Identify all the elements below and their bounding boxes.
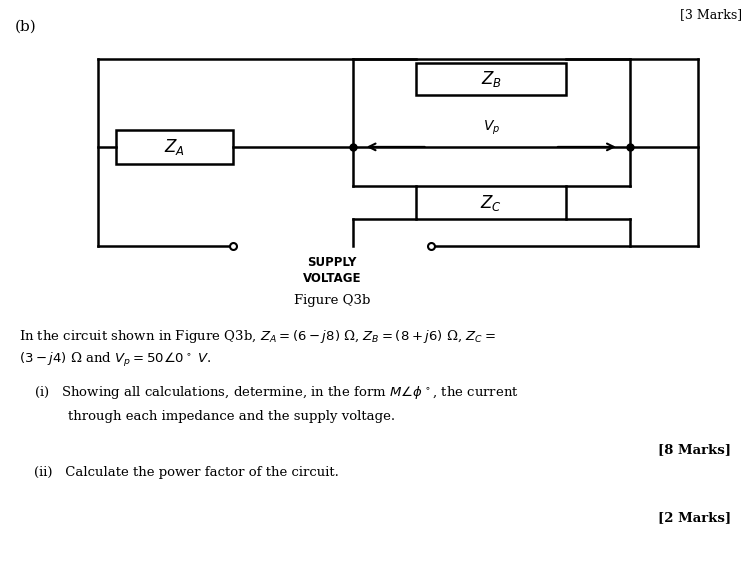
Text: In the circuit shown in Figure Q3b, $Z_A = (6 - j8)$ Ω, $Z_B = (8 + j6)$ Ω, $Z_C: In the circuit shown in Figure Q3b, $Z_A… xyxy=(19,328,496,368)
Text: [3 Marks]: [3 Marks] xyxy=(680,8,742,21)
Text: (ii)   Calculate the power factor of the circuit.: (ii) Calculate the power factor of the c… xyxy=(34,466,339,479)
Bar xyxy=(416,186,566,219)
Bar xyxy=(416,63,566,95)
Bar xyxy=(116,130,232,164)
Text: through each impedance and the supply voltage.: through each impedance and the supply vo… xyxy=(34,410,395,423)
Text: (i)   Showing all calculations, determine, in the form $M\angle\phi^\circ$, the : (i) Showing all calculations, determine,… xyxy=(34,384,518,401)
Text: [8 Marks]: [8 Marks] xyxy=(658,444,731,457)
Text: (b): (b) xyxy=(15,20,37,34)
Text: [2 Marks]: [2 Marks] xyxy=(658,511,731,524)
Text: $Z_A$: $Z_A$ xyxy=(164,137,184,157)
Text: Figure Q3b: Figure Q3b xyxy=(294,294,370,307)
Text: $Z_B$: $Z_B$ xyxy=(481,69,502,89)
Text: $V_p$: $V_p$ xyxy=(483,119,500,137)
Text: SUPPLY
VOLTAGE: SUPPLY VOLTAGE xyxy=(302,256,362,285)
Text: $Z_C$: $Z_C$ xyxy=(480,193,502,213)
